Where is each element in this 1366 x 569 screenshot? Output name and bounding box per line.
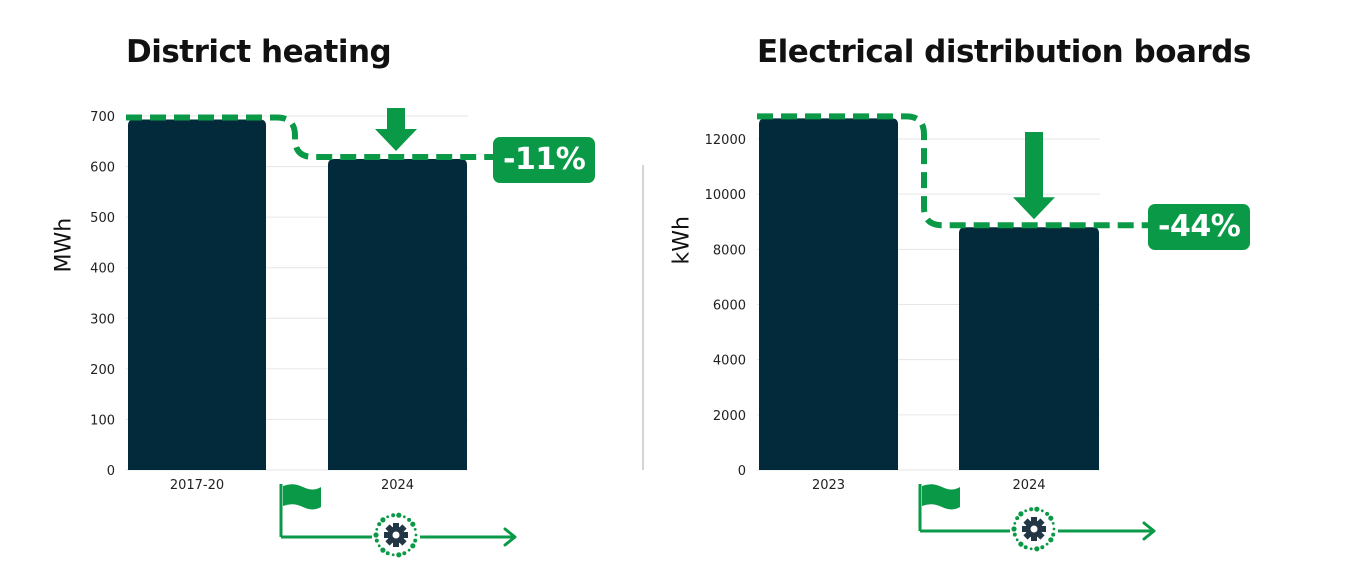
gear-ring-dot [386, 515, 390, 519]
y-tick-label: 0 [107, 464, 115, 479]
gear-tooth [393, 541, 399, 547]
gear-ring-dot [396, 552, 402, 558]
y-tick-label: 2000 [713, 409, 746, 424]
chart-0: 0 100 200 300 400 500 600 700 2017-20 2024 [90, 108, 517, 558]
flag-icon [283, 484, 321, 510]
y-tick-label: 400 [90, 262, 115, 277]
flag-icon [922, 484, 960, 510]
gear-ring-dot [385, 551, 390, 556]
reduction-dashed-line [757, 113, 1148, 229]
chart-divider [642, 165, 644, 470]
chart-title-electrical-boards: Electrical distribution boards [757, 34, 1251, 70]
y-tick-label: 200 [90, 363, 115, 378]
gear-ring-dot [407, 517, 412, 522]
gear-ring-dot [380, 547, 386, 553]
gear-ring-dot [1052, 527, 1056, 531]
y-tick-label: 0 [738, 464, 746, 479]
gear-ring-dot [380, 517, 386, 523]
change-badge-electrical-boards: -44% [1148, 204, 1251, 250]
gear-tooth [393, 523, 399, 529]
arrow-right-icon [1142, 521, 1156, 541]
gear-ring-dot [402, 551, 407, 556]
gear-ring-dot [1023, 545, 1028, 550]
gear-ring-dot [1045, 542, 1049, 546]
gear-ring-dot [1048, 537, 1054, 543]
x-tick-label: 2024 [1012, 478, 1045, 493]
gear-ring-dot [410, 521, 416, 527]
x-tick-label: 2017-20 [170, 478, 224, 493]
gear-ring-dot [1013, 521, 1017, 525]
gear-ring-dot [1040, 545, 1045, 550]
chart-title-district-heating: District heating [126, 34, 392, 70]
y-tick-label: 600 [90, 161, 115, 176]
reduction-dashed-line [126, 114, 493, 160]
gear-tooth [1031, 517, 1037, 523]
gear-ring-dot [375, 527, 379, 531]
x-tick-label: 2023 [812, 478, 845, 493]
gear-ring-dot [1024, 509, 1028, 513]
gear-ring-dot [1015, 516, 1020, 521]
gear-ring-dot [1029, 507, 1034, 512]
y-tick-label: 500 [90, 211, 115, 226]
gear-ring-dot [1029, 547, 1033, 551]
gear-ring-dot [413, 538, 418, 543]
gear-ring-dot [1018, 511, 1024, 517]
gear-ring-dot [402, 515, 406, 519]
chart-1: 0 2000 4000 6000 8000 10000 12000 2023 2024 [705, 113, 1156, 552]
gear-icon [373, 512, 418, 558]
gear-hole [1030, 525, 1038, 533]
gear-ring-dot [373, 532, 379, 538]
y-tick-label: 4000 [713, 354, 746, 369]
bar-2023 [759, 118, 898, 470]
gear-ring-dot [410, 543, 416, 549]
y-tick-label: 300 [90, 312, 115, 327]
y-tick-label: 8000 [713, 243, 746, 258]
gear-ring-dot [374, 538, 379, 543]
gear-ring-dot [413, 527, 417, 531]
gear-ring-dot [377, 522, 382, 527]
gear-ring-dot [407, 548, 411, 552]
gear-hole [392, 531, 400, 539]
y-tick-label: 12000 [705, 133, 746, 148]
gear-ring-dot [396, 512, 402, 518]
gear-tooth [1031, 535, 1037, 541]
gear-ring-dot [1034, 506, 1040, 512]
gear-ring-dot [1015, 538, 1019, 542]
bar-2024 [328, 158, 467, 470]
arrow-down-icon [1013, 132, 1055, 220]
gear-ring-dot [414, 533, 418, 537]
arrow-down-icon [375, 108, 417, 151]
gear-icon [1011, 506, 1056, 552]
x-tick-label: 2024 [381, 478, 414, 493]
gear-ring-dot [1011, 526, 1017, 532]
gear-ring-dot [391, 553, 395, 557]
gear-ring-dot [1051, 521, 1055, 525]
gear-ring-dot [391, 513, 396, 518]
gear-ring-dot [1048, 515, 1054, 521]
gear-ring-dot [1040, 509, 1044, 513]
change-badge-district-heating: -11% [493, 137, 596, 183]
y-tick-label: 100 [90, 413, 115, 428]
gear-ring-dot [1012, 532, 1017, 537]
arrow-right-icon [503, 527, 517, 547]
gear-ring-dot [1034, 546, 1040, 552]
gear-ring-dot [1018, 541, 1024, 547]
gear-ring-dot [1051, 532, 1056, 537]
gear-ring-dot [377, 544, 381, 548]
y-tick-label: 10000 [705, 188, 746, 203]
bar-2017-20 [128, 119, 266, 470]
bar-2024 [959, 227, 1099, 470]
y-tick-label: 700 [90, 110, 115, 125]
y-tick-label: 6000 [713, 299, 746, 314]
gear-ring-dot [1045, 511, 1050, 516]
